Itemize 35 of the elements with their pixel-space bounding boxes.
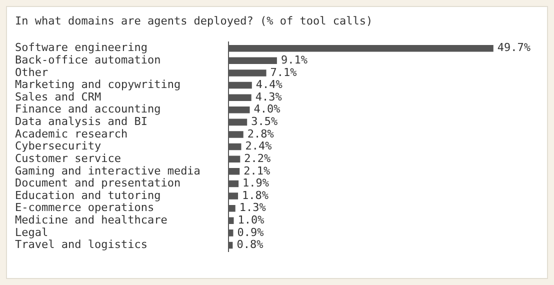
data-label: 1.9%: [242, 176, 270, 190]
data-label: 1.8%: [242, 188, 269, 202]
y-tick-label: Data analysis and BI: [15, 115, 148, 128]
data-label: 49.7%: [497, 41, 531, 54]
y-tick-label: Customer service: [15, 152, 121, 165]
data-label: 2.1%: [244, 164, 270, 178]
y-tick-label: Cybersecurity: [15, 140, 102, 153]
data-label: 2.2%: [244, 152, 272, 165]
y-tick-label: Gaming and interactive media: [15, 164, 200, 178]
data-label: 4.4%: [256, 78, 283, 92]
data-label: 1.0%: [238, 213, 265, 226]
y-tick-label: Sales and CRM: [15, 90, 102, 104]
y-tick-label: Education and tutoring: [15, 188, 161, 202]
data-label: 1.3%: [239, 201, 266, 214]
y-tick-label: Document and presentation: [15, 176, 181, 190]
chart-title: In what domains are agents deployed? (% of tool calls): [15, 14, 373, 28]
y-tick-label: Travel and logistics: [15, 238, 148, 252]
data-label: 2.4%: [245, 140, 272, 153]
data-label: 4.0%: [254, 102, 281, 116]
data-label: 4.3%: [255, 90, 282, 104]
y-tick-label: Finance and accounting: [15, 102, 161, 116]
y-tick-label: Software engineering: [15, 41, 148, 54]
y-tick-label: Academic research: [15, 127, 128, 140]
data-label: 7.1%: [270, 66, 298, 79]
data-label: 0.8%: [236, 238, 264, 252]
y-tick-label: Legal: [15, 226, 48, 239]
y-tick-label: Back-office automation: [15, 54, 161, 67]
data-label: 0.9%: [237, 226, 264, 239]
y-tick-label: E-commerce operations: [15, 201, 154, 214]
y-tick-label: Other: [15, 66, 48, 79]
data-label: 9.1%: [280, 54, 308, 67]
data-label: 2.8%: [247, 127, 274, 140]
y-tick-label: Medicine and healthcare: [15, 213, 168, 226]
data-label: 3.5%: [251, 115, 278, 128]
y-tick-label: Marketing and copywriting: [15, 78, 181, 92]
